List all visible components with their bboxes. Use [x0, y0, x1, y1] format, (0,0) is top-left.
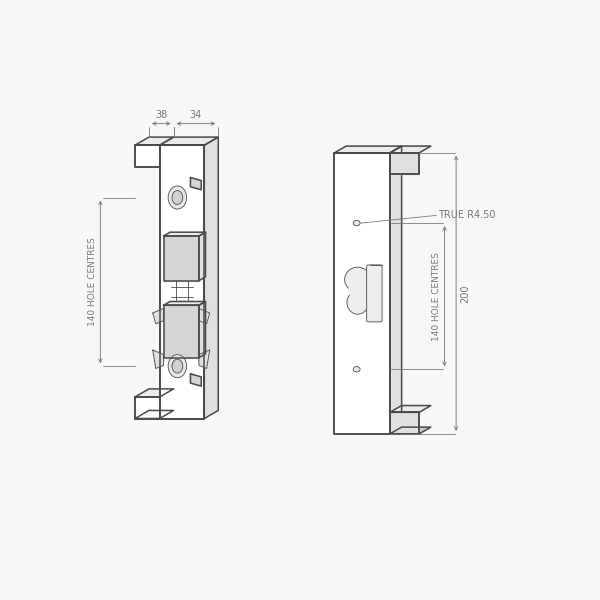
Polygon shape — [190, 178, 201, 190]
Ellipse shape — [344, 267, 371, 292]
Polygon shape — [334, 146, 401, 153]
Ellipse shape — [168, 355, 187, 377]
Polygon shape — [390, 427, 431, 434]
Polygon shape — [390, 146, 431, 153]
Ellipse shape — [168, 186, 187, 209]
Polygon shape — [390, 412, 419, 434]
Polygon shape — [199, 308, 210, 324]
Ellipse shape — [347, 291, 368, 314]
Polygon shape — [190, 374, 201, 386]
Text: 34: 34 — [190, 110, 202, 120]
Ellipse shape — [353, 220, 360, 226]
Text: 200: 200 — [460, 284, 470, 302]
Polygon shape — [199, 301, 206, 358]
Ellipse shape — [172, 359, 183, 373]
Ellipse shape — [172, 191, 183, 205]
Polygon shape — [164, 236, 199, 281]
Polygon shape — [164, 301, 206, 305]
Polygon shape — [153, 350, 164, 368]
Polygon shape — [135, 389, 173, 397]
Ellipse shape — [349, 278, 367, 301]
Polygon shape — [135, 137, 173, 145]
FancyBboxPatch shape — [367, 265, 382, 322]
Ellipse shape — [353, 367, 360, 372]
Polygon shape — [135, 145, 160, 167]
Polygon shape — [135, 410, 173, 419]
Polygon shape — [135, 397, 160, 419]
Polygon shape — [390, 146, 401, 434]
Text: TRUE R4.50: TRUE R4.50 — [437, 211, 495, 220]
Polygon shape — [160, 145, 205, 419]
Polygon shape — [199, 232, 206, 281]
Text: 140 HOLE CENTRES: 140 HOLE CENTRES — [432, 252, 441, 341]
Polygon shape — [199, 350, 210, 368]
Polygon shape — [205, 137, 218, 419]
Polygon shape — [164, 305, 199, 358]
Text: 140 HOLE CENTRES: 140 HOLE CENTRES — [88, 238, 97, 326]
Polygon shape — [164, 232, 206, 236]
Polygon shape — [153, 308, 164, 324]
Polygon shape — [160, 137, 218, 145]
Polygon shape — [390, 153, 419, 175]
Polygon shape — [334, 153, 390, 434]
Text: 38: 38 — [155, 110, 167, 120]
Polygon shape — [390, 406, 431, 412]
